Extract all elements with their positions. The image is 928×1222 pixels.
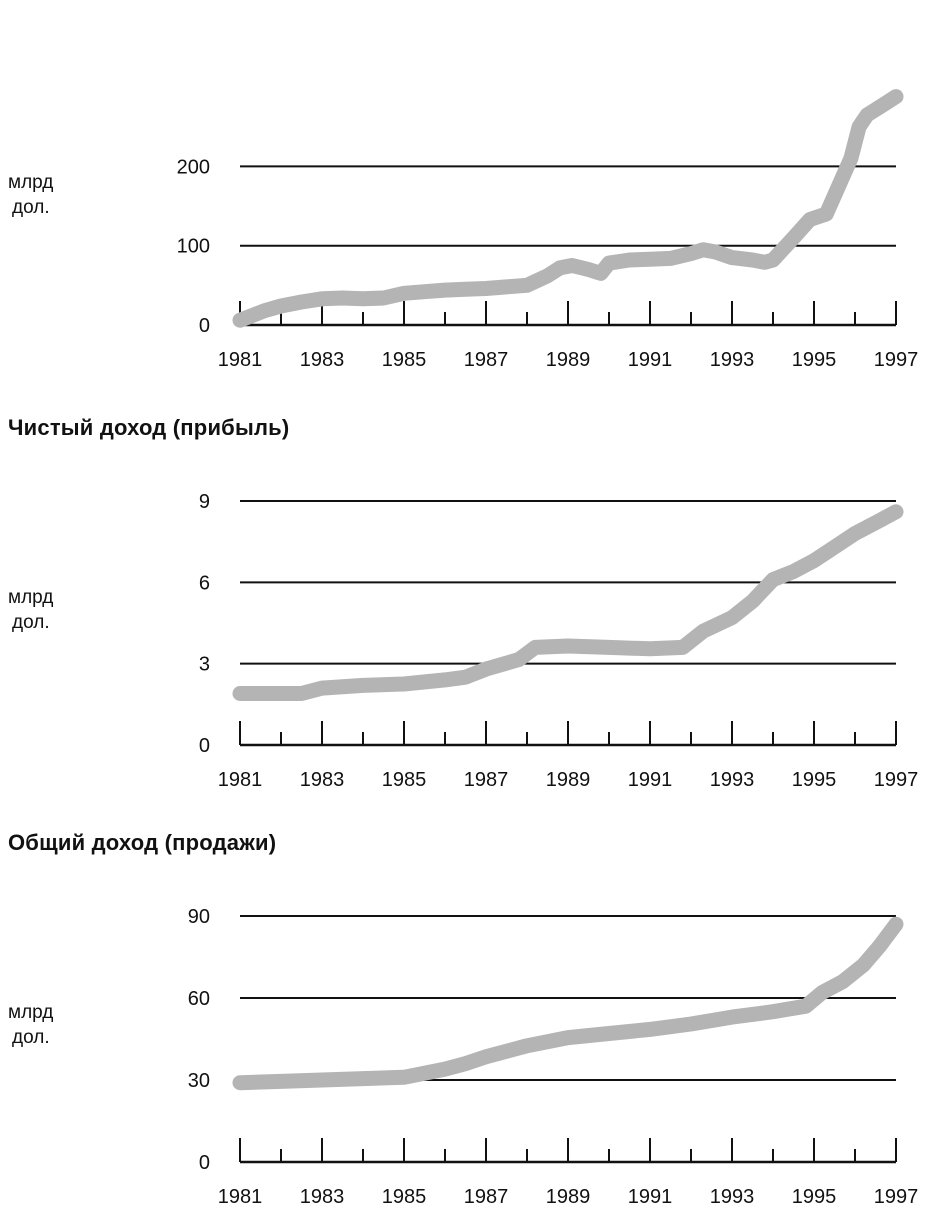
- chart-panel-net-income: Чистый доход (прибыль) млрд дол. 0 3 6 9 198…: [0, 415, 928, 805]
- y-unit-label: млрд дол.: [8, 1000, 53, 1050]
- series-line: [232, 504, 904, 701]
- unit-line-1: млрд: [8, 1002, 54, 1023]
- line-chart: 0 30 60 90 1981 1983 1985 1987 1989 1991 1993 1995 1…: [188, 906, 919, 1208]
- line-chart: 0 3 6 9 1981 1983 1985 1987 1989 1991 1993 1995 1997: [199, 491, 919, 791]
- x-tick-label: 1993: [710, 349, 755, 371]
- x-tick-label: 1983: [300, 349, 345, 371]
- x-tick-label: 1987: [464, 1186, 509, 1208]
- x-tick-label: 1995: [792, 349, 837, 371]
- x-tick-label: 1993: [710, 769, 755, 791]
- unit-line-2: дол.: [12, 1027, 50, 1048]
- x-tick-label: 1997: [874, 1186, 919, 1208]
- x-tick-label: 1997: [874, 769, 919, 791]
- x-tick-label: 1989: [546, 1186, 591, 1208]
- x-tick-label: 1983: [300, 769, 345, 791]
- x-tick-label: 1995: [792, 1186, 837, 1208]
- y-tick-label: 6: [199, 572, 210, 594]
- y-tick-label: 0: [199, 315, 210, 337]
- chart-panel-total-revenue: Общий доход (продажи) млрд дол. 0 30 60 90 1…: [0, 830, 928, 1222]
- x-tick-label: 1989: [546, 769, 591, 791]
- chart-title: Чистый доход (прибыль): [8, 415, 290, 440]
- series-line: [232, 916, 904, 1091]
- y-tick-label: 200: [177, 156, 210, 178]
- series-line: [232, 89, 904, 328]
- y-tick-label: 3: [199, 654, 210, 676]
- unit-line-2: дол.: [12, 612, 50, 633]
- x-tick-label: 1985: [382, 1186, 427, 1208]
- x-tick-label: 1985: [382, 349, 427, 371]
- unit-line-1: млрд: [8, 587, 54, 608]
- x-tick-label: 1981: [218, 1186, 263, 1208]
- x-tick-label: 1991: [628, 349, 673, 371]
- y-tick-label: 0: [199, 1152, 210, 1174]
- y-tick-label: 100: [177, 236, 210, 258]
- x-tick-label: 1997: [874, 349, 919, 371]
- y-unit-label: млрд дол.: [8, 585, 53, 635]
- x-tick-label: 1985: [382, 769, 427, 791]
- unit-line-1: млрд: [8, 172, 54, 193]
- unit-line-2: дол.: [12, 197, 50, 218]
- y-tick-label: 9: [199, 491, 210, 513]
- x-tick-label: 1993: [710, 1186, 755, 1208]
- x-tick-label: 1983: [300, 1186, 345, 1208]
- x-tick-label: 1991: [628, 769, 673, 791]
- chart-title: Общий доход (продажи): [8, 830, 277, 855]
- y-tick-label: 90: [188, 906, 210, 928]
- y-tick-label: 0: [199, 735, 210, 757]
- x-tick-label: 1989: [546, 349, 591, 371]
- y-tick-label: 30: [188, 1070, 210, 1092]
- x-tick-label: 1981: [218, 769, 263, 791]
- x-tick-label: 1987: [464, 349, 509, 371]
- y-tick-label: 60: [188, 988, 210, 1010]
- x-tick-label: 1981: [218, 349, 263, 371]
- y-unit-label: млрд дол.: [8, 170, 53, 220]
- x-tick-label: 1987: [464, 769, 509, 791]
- line-chart: 0 100 200 1981 1983 1985 1987 1989 1991 1993 1995 1…: [177, 89, 919, 371]
- x-tick-label: 1995: [792, 769, 837, 791]
- chart-panel-top: млрд дол. 0 100 200 1981 1983 1985 1987 1989 199…: [0, 60, 928, 400]
- x-tick-label: 1991: [628, 1186, 673, 1208]
